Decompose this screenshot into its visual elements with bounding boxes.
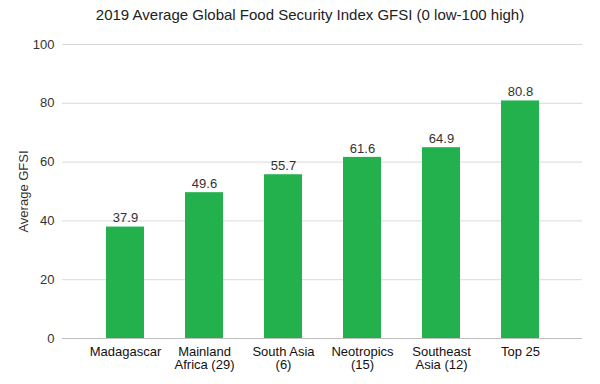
svg-text:MainlandAfrica (29): MainlandAfrica (29) xyxy=(175,344,235,372)
svg-text:80: 80 xyxy=(40,95,54,110)
svg-text:Average GFSI: Average GFSI xyxy=(16,150,31,232)
svg-text:40: 40 xyxy=(40,213,54,228)
svg-text:0: 0 xyxy=(47,331,54,346)
svg-text:49.6: 49.6 xyxy=(192,176,217,191)
svg-text:Madagascar: Madagascar xyxy=(90,344,162,359)
html-text:2019 Average Global Food Secur: 2019 Average Global Food Security Index … xyxy=(95,6,525,23)
svg-text:60: 60 xyxy=(40,154,54,169)
svg-text:55.7: 55.7 xyxy=(271,158,296,173)
svg-text:37.9: 37.9 xyxy=(113,210,138,225)
svg-text:SoutheastAsia (12): SoutheastAsia (12) xyxy=(412,344,471,372)
svg-text:100: 100 xyxy=(33,37,55,52)
svg-text:Neotropics(15): Neotropics(15) xyxy=(331,344,394,372)
svg-text:64.9: 64.9 xyxy=(429,131,454,146)
svg-text:20: 20 xyxy=(40,272,54,287)
svg-text:Top 25: Top 25 xyxy=(501,344,540,359)
svg-text:61.6: 61.6 xyxy=(350,141,375,156)
svg-text:80.8: 80.8 xyxy=(508,84,533,99)
svg-text:South Asia(6): South Asia(6) xyxy=(252,344,315,372)
